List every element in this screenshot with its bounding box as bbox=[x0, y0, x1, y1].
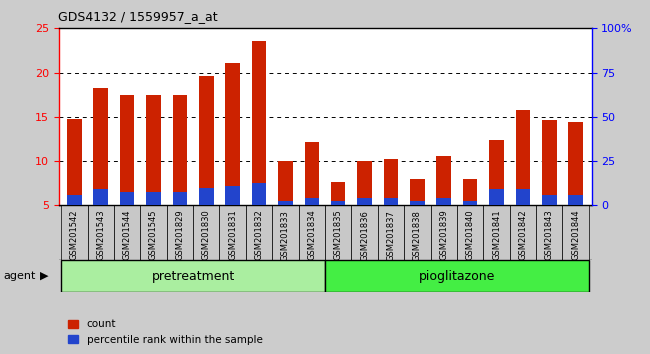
Bar bbox=[252, 183, 266, 250]
Bar bbox=[278, 161, 292, 250]
Bar bbox=[536, 205, 562, 260]
Text: ▶: ▶ bbox=[40, 271, 49, 281]
Text: GSM201829: GSM201829 bbox=[176, 210, 185, 260]
Bar bbox=[67, 195, 82, 250]
Bar bbox=[542, 120, 556, 250]
Bar bbox=[384, 159, 398, 250]
Text: GSM201830: GSM201830 bbox=[202, 210, 211, 261]
Bar bbox=[252, 41, 266, 250]
Bar bbox=[410, 179, 424, 250]
Bar bbox=[562, 205, 589, 260]
Text: GSM201542: GSM201542 bbox=[70, 210, 79, 260]
Text: GDS4132 / 1559957_a_at: GDS4132 / 1559957_a_at bbox=[58, 10, 218, 23]
Bar bbox=[430, 205, 457, 260]
Bar bbox=[384, 198, 398, 250]
Text: GSM201844: GSM201844 bbox=[571, 210, 580, 260]
Bar bbox=[173, 192, 187, 250]
Text: GSM201842: GSM201842 bbox=[519, 210, 527, 260]
Text: GSM201837: GSM201837 bbox=[387, 210, 395, 261]
Text: GSM201835: GSM201835 bbox=[333, 210, 343, 261]
Bar bbox=[489, 140, 504, 250]
Bar bbox=[226, 63, 240, 250]
Bar bbox=[199, 188, 213, 250]
Bar bbox=[220, 205, 246, 260]
Text: GSM201545: GSM201545 bbox=[149, 210, 158, 260]
Bar bbox=[298, 205, 325, 260]
Bar bbox=[305, 198, 319, 250]
Text: GSM201841: GSM201841 bbox=[492, 210, 501, 260]
Bar bbox=[94, 88, 108, 250]
Bar bbox=[358, 161, 372, 250]
Bar bbox=[358, 198, 372, 250]
Text: GSM201836: GSM201836 bbox=[360, 210, 369, 261]
Bar bbox=[61, 260, 325, 292]
Bar bbox=[515, 110, 530, 250]
Text: GSM201843: GSM201843 bbox=[545, 210, 554, 261]
Bar bbox=[542, 195, 556, 250]
Bar bbox=[325, 260, 589, 292]
Bar bbox=[67, 119, 82, 250]
Text: agent: agent bbox=[3, 271, 36, 281]
Text: GSM201840: GSM201840 bbox=[465, 210, 474, 260]
Bar bbox=[437, 198, 451, 250]
Bar bbox=[378, 205, 404, 260]
Bar bbox=[120, 192, 135, 250]
Bar bbox=[325, 205, 352, 260]
Bar bbox=[61, 205, 88, 260]
Bar bbox=[278, 201, 292, 250]
Bar bbox=[410, 201, 424, 250]
Text: GSM201831: GSM201831 bbox=[228, 210, 237, 261]
Bar bbox=[484, 205, 510, 260]
Text: GSM201544: GSM201544 bbox=[123, 210, 131, 260]
Bar bbox=[166, 205, 193, 260]
Bar bbox=[331, 182, 345, 250]
Bar bbox=[568, 122, 583, 250]
Bar bbox=[226, 186, 240, 250]
Bar bbox=[193, 205, 220, 260]
Bar bbox=[272, 205, 298, 260]
Bar bbox=[199, 76, 213, 250]
Bar bbox=[173, 95, 187, 250]
Bar bbox=[146, 95, 161, 250]
Bar bbox=[463, 179, 477, 250]
Legend: count, percentile rank within the sample: count, percentile rank within the sample bbox=[64, 315, 266, 349]
Bar bbox=[88, 205, 114, 260]
Text: GSM201838: GSM201838 bbox=[413, 210, 422, 261]
Bar bbox=[114, 205, 140, 260]
Bar bbox=[140, 205, 166, 260]
Bar bbox=[120, 95, 135, 250]
Bar bbox=[352, 205, 378, 260]
Bar bbox=[437, 156, 451, 250]
Bar bbox=[404, 205, 430, 260]
Bar bbox=[568, 195, 583, 250]
Bar bbox=[463, 201, 477, 250]
Text: GSM201839: GSM201839 bbox=[439, 210, 448, 261]
Bar bbox=[305, 142, 319, 250]
Text: GSM201834: GSM201834 bbox=[307, 210, 317, 261]
Text: GSM201543: GSM201543 bbox=[96, 210, 105, 260]
Bar bbox=[331, 201, 345, 250]
Bar bbox=[515, 189, 530, 250]
Bar bbox=[94, 189, 108, 250]
Bar bbox=[489, 189, 504, 250]
Text: pretreatment: pretreatment bbox=[151, 270, 235, 282]
Bar bbox=[246, 205, 272, 260]
Text: GSM201832: GSM201832 bbox=[255, 210, 263, 261]
Bar bbox=[510, 205, 536, 260]
Text: GSM201833: GSM201833 bbox=[281, 210, 290, 261]
Bar bbox=[146, 192, 161, 250]
Text: pioglitazone: pioglitazone bbox=[419, 270, 495, 282]
Bar bbox=[457, 205, 484, 260]
